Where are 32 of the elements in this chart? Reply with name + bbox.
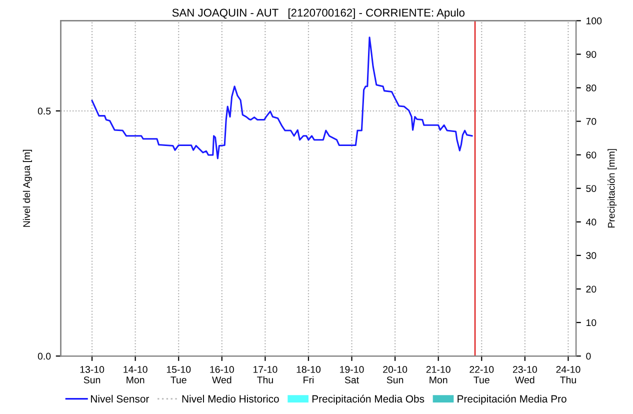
y2-tick-label: 10: [586, 319, 596, 326]
x-tick-label: 18-10 Fri: [296, 366, 321, 384]
x-tick-label: 21-10 Mon: [426, 366, 450, 384]
legend-label: Precipitación Media Pro: [458, 394, 566, 405]
chart-title: SAN JOAQUIN - AUT [2120700162] - CORRIENTE: Apulo: [172, 8, 465, 19]
x-tick-label: 17-10 Thu: [254, 366, 278, 384]
legend-label: Nivel Medio Historico: [182, 394, 279, 403]
y2-tick-label: 0: [586, 352, 591, 360]
x-tick-label: 24-10 Thu: [556, 366, 580, 384]
x-tick-label: 16-10 Wed: [210, 366, 234, 384]
y2-tick-label: 100: [586, 17, 602, 24]
y2-tick-label: 90: [586, 50, 596, 58]
y2-tick-label: 50: [586, 185, 596, 192]
y2-tick-label: 40: [586, 218, 596, 226]
x-tick-label: 23-10 Wed: [512, 366, 537, 384]
y2-tick-label: 70: [586, 118, 596, 125]
x-tick-label: 15-10 Tue: [166, 366, 191, 384]
y2-axis-title: Precipitación [mm]: [608, 149, 617, 228]
legend-label: Nivel Sensor: [91, 394, 150, 403]
x-tick-label: 20-10 Sun: [383, 366, 408, 384]
y2-tick-label: 30: [586, 252, 596, 260]
y-tick-label: 0.0: [38, 352, 51, 360]
x-tick-label: 14-10 Mon: [124, 366, 148, 384]
x-tick-label: 19-10 Sat: [340, 366, 364, 384]
legend-label: Precipitación Media Obs: [312, 394, 424, 405]
y2-tick-label: 20: [586, 286, 596, 293]
x-tick-label: 13-10 Sun: [80, 366, 104, 384]
y2-tick-label: 60: [586, 152, 596, 158]
x-tick-label: 22-10 Tue: [470, 366, 494, 384]
y-axis-title: Nivel del Agua [m]: [22, 150, 32, 227]
y2-tick-label: 80: [586, 84, 596, 92]
y-tick-label: 0.5: [38, 108, 51, 115]
